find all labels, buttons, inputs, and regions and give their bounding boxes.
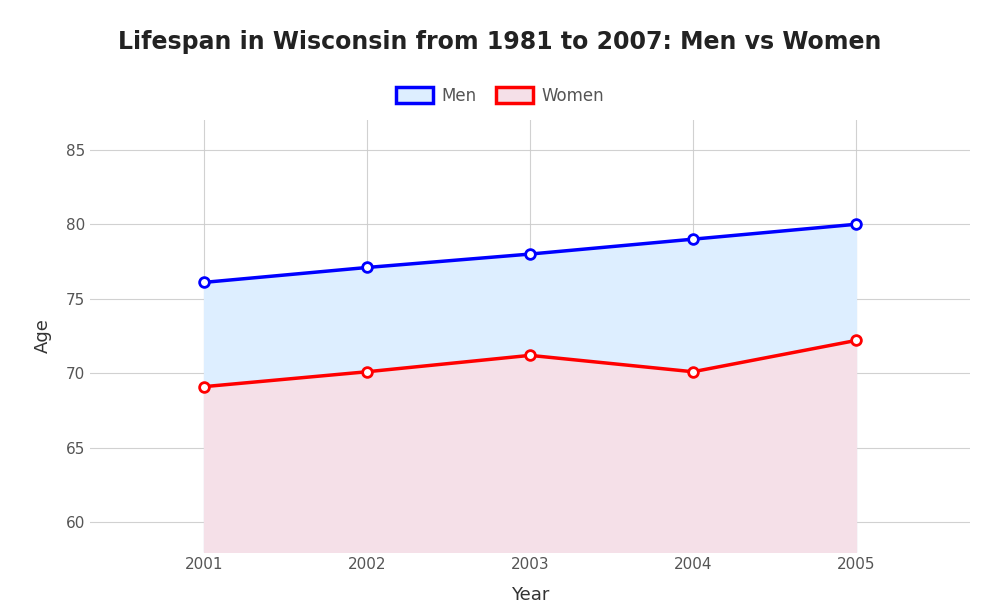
X-axis label: Year: Year	[511, 586, 549, 600]
Text: Lifespan in Wisconsin from 1981 to 2007: Men vs Women: Lifespan in Wisconsin from 1981 to 2007:…	[118, 30, 882, 54]
Y-axis label: Age: Age	[34, 319, 52, 353]
Legend: Men, Women: Men, Women	[389, 80, 611, 112]
